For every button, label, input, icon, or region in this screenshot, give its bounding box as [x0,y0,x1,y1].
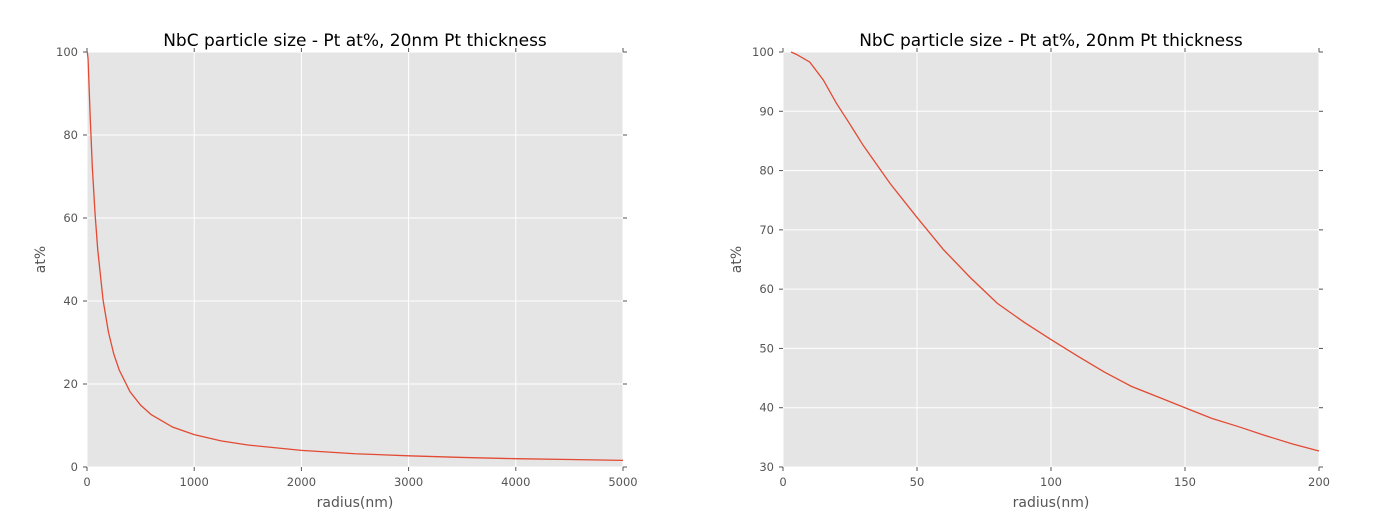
x-tick-label: 2000 [287,475,316,489]
series-line [86,51,624,462]
x-tick-label: 150 [1174,475,1196,489]
series-line [790,51,1320,452]
y-tick-label: 90 [759,104,774,118]
x-axis-label: radius(nm) [317,495,394,511]
x-tick-label: 0 [779,475,786,489]
y-tick-label: 0 [71,460,78,474]
x-axis-label: radius(nm) [1013,495,1090,511]
x-tick-label: 4000 [501,475,530,489]
plot-area [87,52,623,467]
chart-title: NbC particle size - Pt at%, 20nm Pt thic… [163,31,547,51]
y-tick-label: 30 [759,460,774,474]
chart-title: NbC particle size - Pt at%, 20nm Pt thic… [859,31,1243,51]
y-tick-label: 80 [759,164,774,178]
y-tick-label: 60 [63,211,78,225]
y-axis-label: at% [729,246,745,273]
x-tick-label: 100 [1040,475,1062,489]
x-tick-label: 5000 [608,475,637,489]
y-tick-label: 40 [63,294,78,308]
x-tick-label: 3000 [394,475,423,489]
x-tick-label: 1000 [180,475,209,489]
chart-panel-1: 0 1000 2000 3000 4000 5000 0 20 40 60 80 100 NbC par… [33,31,638,511]
x-tick-label: 50 [910,475,925,489]
y-tick-label: 70 [759,223,774,237]
y-tick-label: 50 [759,341,774,355]
y-tick-label: 40 [759,401,774,415]
chart-panel-2: 0 50 100 150 200 30 40 50 60 70 80 90 100 NbC particl… [729,31,1330,511]
x-tick-label: 0 [83,475,90,489]
y-tick-label: 60 [759,282,774,296]
y-axis-label: at% [33,246,49,273]
y-tick-label: 80 [63,128,78,142]
y-tick-label: 100 [56,45,78,59]
x-tick-label: 200 [1308,475,1330,489]
y-tick-label: 100 [752,45,774,59]
y-tick-label: 20 [63,377,78,391]
